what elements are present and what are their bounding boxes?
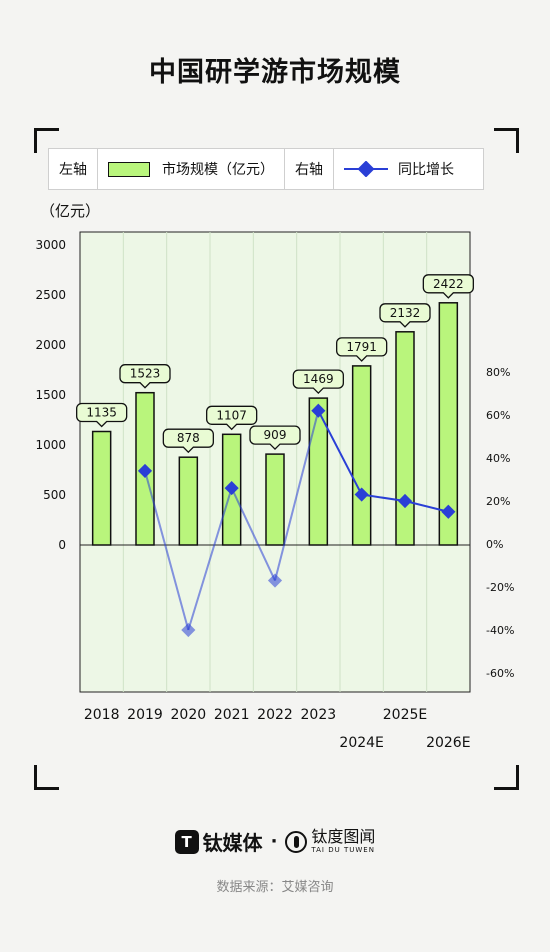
data-label-bubble [422,274,474,299]
brand-b-name: 钛度图闻 [311,827,376,846]
x-tick-label: 2026E [426,735,470,751]
x-tick-label: 2020 [171,707,207,723]
bar [438,302,459,546]
brand-b-english: TAI DU TUWEN [311,846,375,854]
data-label-text: 2422 [433,277,464,291]
growth-line-segment [230,487,276,581]
line-marker-icon [344,161,388,177]
bar-swatch-icon [108,161,150,177]
left-tick-label: 1500 [35,388,66,402]
data-label-text: 2132 [390,306,421,320]
left-tick-label: 1000 [35,438,66,452]
growth-point [311,403,326,418]
growth-line-segment [317,410,363,496]
growth-line-segment [144,470,190,631]
x-tick-label: 2019 [127,707,163,723]
growth-point [224,481,239,496]
x-tick-label: 2018 [84,707,120,723]
right-tick-label: 40% [486,452,510,465]
data-label-text: 1469 [303,372,334,386]
logo-separator: · [270,831,278,852]
right-tick-label: 20% [486,495,510,508]
frame-corner-top-left [34,128,59,153]
bar [308,397,329,546]
legend-line-label: 同比增长 [398,162,454,178]
data-label-text: 1107 [216,408,247,422]
data-label: 2132 [379,303,431,328]
brand-b-logo: 钛度图闻 TAI DU TUWEN [285,829,375,854]
growth-line-segment [274,410,320,581]
legend-right-axis: 右轴 [285,149,334,189]
data-label-bubble [162,428,214,454]
growth-point [441,504,456,519]
right-tick-label: 60% [486,409,510,422]
growth-point [397,493,413,509]
chart-legend: 左轴 市场规模（亿元） 右轴 同比增长 [48,148,484,190]
frame-corner-top-right [494,128,519,153]
data-label: 1791 [336,337,388,362]
data-label-bubble [249,425,301,451]
growth-line-segment [404,500,449,513]
right-tick-label: 0% [486,538,503,551]
x-tick-label: 2025E [383,707,427,723]
data-label-text: 1791 [346,340,377,354]
data-label-text: 909 [264,428,287,442]
chart-canvas: 3000 2500 2000 1500 1000 500 0 80% 60% 40% 20% 0% -2… [35,231,514,751]
growth-point [267,573,283,588]
data-label-bubble [379,303,431,328]
left-tick-label: 500 [43,488,66,502]
data-label: 909 [249,425,301,451]
brand-a-logo: T 钛媒体 [174,827,263,856]
footer-logos: T 钛媒体 · 钛度图闻 TAI DU TUWEN [0,827,550,856]
chart-title: 中国研学游市场规模 [149,57,401,88]
brand-a-name: 钛媒体 [202,831,263,855]
legend-left-axis: 左轴 [49,149,98,189]
brand-a-mark-icon: T [174,829,199,854]
data-label: 1107 [206,405,258,431]
data-label: 2422 [422,274,474,299]
left-tick-label: 3000 [35,238,66,252]
data-label-bubble [76,402,128,428]
legend-bar-label: 市场规模（亿元） [162,162,274,178]
growth-line-segment [361,493,406,502]
right-tick-label: 80% [486,366,510,379]
data-source: 数据来源：艾媒咨询 [216,880,334,895]
brand-b-ring-icon [285,830,308,853]
data-label: 878 [162,428,214,454]
data-label-bubble [119,364,171,389]
x-tick-label: 2023 [301,707,337,723]
frame-corner-bottom-right [494,765,519,790]
growth-point [137,463,153,478]
data-label: 1135 [76,402,128,428]
data-label-text: 1135 [86,406,117,420]
data-label-bubble [336,337,388,362]
right-tick-label: -60% [486,667,514,680]
left-tick-label: 2000 [35,338,66,352]
bar [91,430,112,546]
data-label-bubble [292,369,344,395]
right-tick-label: -40% [486,624,514,637]
x-tick-label: 2022 [257,707,293,723]
growth-point [181,622,196,638]
x-tick-label: 2021 [214,707,250,723]
bar [395,331,415,546]
data-label-text: 1523 [130,367,161,381]
data-label: 1469 [292,369,344,395]
x-tick-label: 2024E [339,735,383,751]
data-label: 1523 [119,364,171,389]
right-tick-label: -20% [486,581,514,594]
frame-corner-bottom-left [34,765,59,790]
growth-line-segment [187,487,233,631]
legend-bar-entry: 市场规模（亿元） [98,149,285,189]
left-tick-label: 2500 [35,288,66,302]
y-axis-unit: （亿元） [40,202,101,220]
growth-point [354,487,369,502]
bar [178,456,199,546]
left-tick-label: 0 [58,538,66,552]
bar [265,453,285,546]
legend-line-entry: 同比增长 [334,149,464,189]
data-label-bubble [206,405,258,431]
data-label-text: 878 [177,431,200,445]
bar [351,365,372,546]
